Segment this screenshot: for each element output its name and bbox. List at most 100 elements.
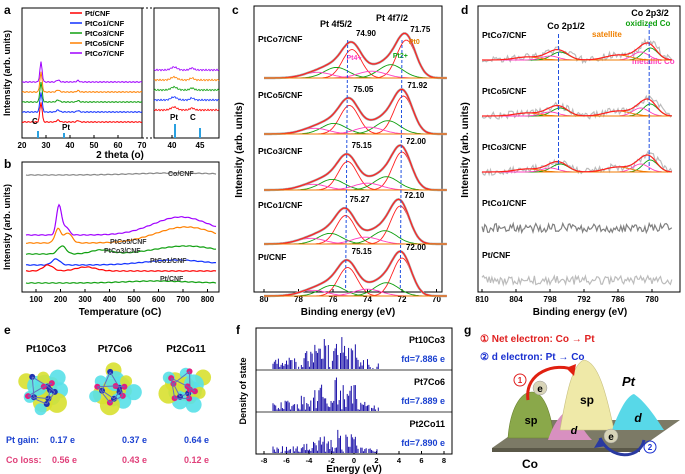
panel-f-letter: f — [236, 323, 241, 337]
panel-e-pt-gain-3: 0.64 e — [184, 435, 209, 445]
panel-g-line1: ① Net electron: Co → Pt — [480, 334, 595, 345]
panel-e-bond — [47, 389, 51, 399]
panel-f-tick-label: 2 — [374, 456, 378, 465]
panel-f-ticks: -8 -6 -4 -2 0 2 4 6 8 — [261, 451, 446, 465]
panel-e: e Pt10Co3 Pt7Co6 Pt2Co11 Pt gain: Co los… — [4, 323, 212, 465]
panel-b-label-co: Co/CNF — [168, 171, 194, 178]
panel-c-guide-left — [345, 39, 349, 291]
panel-a-tick-label: 20 — [18, 141, 27, 150]
panel-f-row2-name: Pt7Co6 — [414, 377, 445, 387]
panel-c-peak2: 72.00 — [406, 137, 427, 146]
panel-b-ylabel: Intensity (arb. units) — [2, 184, 12, 270]
panel-c-envelope — [264, 88, 447, 135]
panel-c-tick-label: 78 — [294, 295, 303, 304]
panel-a-zoom-tick-label: 45 — [196, 141, 205, 150]
panel-g-label-co-sp: sp — [525, 415, 538, 427]
panel-e-letter: e — [4, 323, 11, 337]
panel-c-peak1: 74.90 — [356, 29, 377, 38]
panel-d-envelope — [482, 98, 672, 117]
panel-g-label-pt-d: d — [634, 411, 642, 425]
panel-b-curve — [25, 245, 217, 255]
panel-e-pt-gain-label: Pt gain: — [6, 435, 39, 445]
panel-a-curve — [21, 92, 143, 113]
panel-a-curve — [21, 102, 143, 123]
panel-d-ann-satellite: satellite — [592, 30, 622, 39]
panel-c-guide-right — [399, 39, 403, 291]
panel-c-letter: c — [232, 3, 239, 17]
svg-text:1: 1 — [518, 376, 523, 385]
panel-d-letter: d — [461, 3, 468, 17]
panel-f-tick-label: 8 — [442, 456, 446, 465]
panel-a-zoom-curve — [153, 85, 220, 92]
panel-g-line2: ② d electron: Pt → Co — [480, 352, 585, 363]
panel-c-pt2: Pt2+ — [393, 53, 408, 60]
panel-e-bond — [27, 395, 47, 405]
panel-d-sample-label: PtCo5/CNF — [482, 86, 526, 96]
panel-g-pt-sp — [559, 359, 615, 431]
panel-c-envelope — [264, 32, 447, 79]
panel-b-tick-label: 800 — [201, 295, 215, 304]
panel-g-electron-1 — [532, 380, 548, 396]
panel-e-density-blob — [46, 392, 67, 413]
panel-a-legend-label: PtCo5/CNF — [85, 39, 125, 48]
panel-b-label-pt: Pt/CNF — [160, 276, 184, 283]
panel-d: d Intensity (arb. units) Binding energy … — [460, 3, 681, 318]
panel-e-pt-gain-1: 0.17 e — [50, 435, 75, 445]
panel-a-legend-label: PtCo7/CNF — [85, 49, 125, 58]
panel-c-header-left: Pt 4f5/2 — [320, 19, 352, 29]
panel-e-co-loss-2: 0.43 e — [122, 455, 147, 465]
panel-c-tick-label: 80 — [260, 295, 269, 304]
panel-b-tick-label: 200 — [54, 295, 68, 304]
panel-f: f Density of state Energy (eV) -8 -6 -4 -2 0… — [236, 323, 453, 474]
panel-d-ylabel: Intensity (arb. units) — [460, 102, 471, 198]
panel-b-tick-label: 600 — [152, 295, 166, 304]
panel-b-tick-label: 700 — [176, 295, 190, 304]
panel-b-tick-label: 400 — [103, 295, 117, 304]
panel-d-raw — [481, 150, 673, 177]
panel-e-bond — [31, 376, 35, 398]
panel-a-tick-label: 40 — [66, 141, 75, 150]
panel-e-bond — [113, 391, 120, 400]
panel-b-curve — [25, 203, 217, 236]
panel-d-tick-label: 798 — [543, 295, 557, 304]
panel-e-co-loss-3: 0.12 e — [184, 455, 209, 465]
panel-e-bond — [96, 386, 111, 403]
panel-e-bond — [27, 386, 45, 397]
panel-e-bond — [118, 387, 124, 397]
panel-a-legend-label: PtCo1/CNF — [85, 19, 125, 28]
panel-c-xlabel: Binding energy (eV) — [301, 307, 395, 318]
panel-c-sample-label: PtCo5/CNF — [258, 90, 302, 100]
panel-c-sample-label: PtCo7/CNF — [258, 34, 302, 44]
panel-c-sample-label: PtCo1/CNF — [258, 200, 302, 210]
panel-a-zoom-tick-label: 40 — [168, 141, 177, 150]
panel-c-envelope — [264, 250, 447, 297]
panel-f-ylabel: Density of state — [238, 357, 248, 424]
panel-e-bond — [43, 382, 53, 388]
panel-b-tick-label: 100 — [29, 295, 43, 304]
panel-g-label-co-d: d — [571, 425, 578, 437]
panel-d-raw — [481, 37, 673, 65]
panel-a-curves — [21, 61, 220, 138]
panel-d-tick-label: 792 — [577, 295, 591, 304]
panel-e-density-blob — [37, 371, 50, 384]
panel-e-density-blob — [89, 390, 102, 403]
panel-a-xlabel: 2 theta (o) — [96, 150, 144, 161]
panel-g-pt-d — [612, 394, 664, 430]
panel-a-curve — [21, 82, 143, 103]
panel-a-curve — [21, 71, 143, 93]
panel-b-curve — [25, 280, 217, 284]
panel-c-envelope — [264, 144, 447, 191]
panel-b-xlabel: Temperature (oC) — [79, 307, 162, 318]
svg-text:2: 2 — [648, 443, 653, 452]
panel-a-zoom-curve — [153, 105, 220, 112]
panel-a-tick-label: 70 — [138, 141, 147, 150]
panel-b-ticks: 100 200 300 400 500 600 700 800 — [29, 289, 215, 304]
panel-a-frame-zoom — [153, 7, 220, 139]
panel-d-tick-label: 780 — [645, 295, 659, 304]
panel-d-ann-oxidized: oxidized Co — [626, 19, 671, 28]
panel-c-tick-label: 76 — [329, 295, 338, 304]
panel-c-peak1: 75.27 — [350, 195, 371, 204]
panel-b-curve — [25, 264, 217, 272]
panel-c-peak1: 75.15 — [352, 141, 373, 150]
